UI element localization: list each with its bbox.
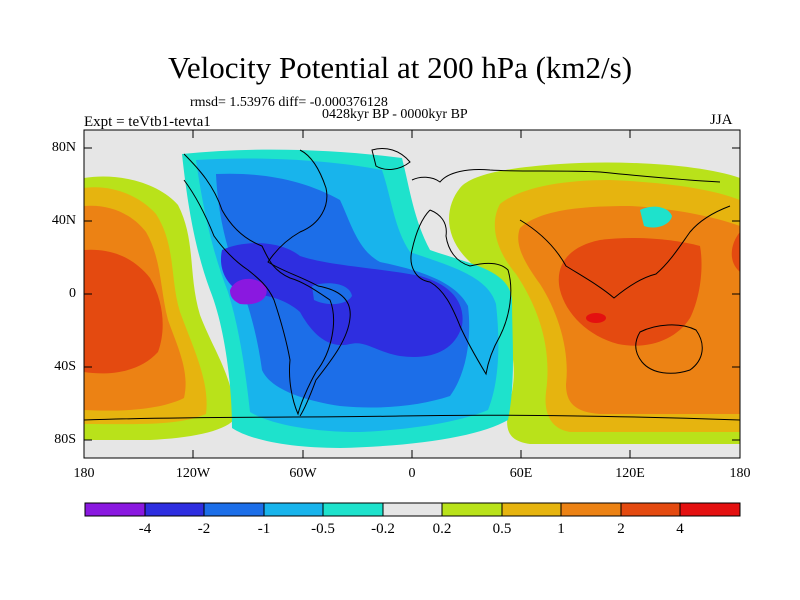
rmsd-diff-stats: rmsd= 1.53976 diff= -0.000376128	[190, 95, 388, 110]
map-ticks	[83, 130, 741, 458]
lat-tick-40n: 40N	[51, 213, 76, 228]
americas-west-coast	[183, 153, 334, 416]
colorbar-label: -0.5	[311, 521, 335, 537]
lon-tick-0: 0	[408, 466, 416, 481]
lon-tick-120e: 120E	[615, 466, 645, 481]
colorbar-label: 0.2	[432, 521, 452, 537]
coastlines	[84, 148, 740, 421]
season-label: JJA	[710, 112, 733, 128]
colorbar-label: -2	[197, 521, 211, 537]
antarctica-coast	[84, 414, 740, 421]
colorbar-box-1	[84, 502, 146, 517]
page-title: Velocity Potential at 200 hPa (km2/s)	[167, 50, 633, 85]
colorbar-box-8	[501, 502, 562, 517]
colorbar-label: 1	[557, 521, 565, 537]
colorbar-box-6	[382, 502, 443, 517]
africa-eurasia-coast	[410, 169, 721, 376]
lon-tick-60w: 60W	[289, 466, 317, 481]
colorbar-box-7	[441, 502, 503, 517]
colorbar-box-10	[620, 502, 681, 517]
colorbar-label: 2	[617, 521, 625, 537]
lat-tick-40s: 40S	[54, 359, 76, 374]
colorbar-box-4	[263, 502, 324, 517]
lat-tick-0: 0	[69, 286, 76, 301]
colorbar-box-5	[322, 502, 384, 517]
colorbar-box-11	[679, 502, 741, 517]
americas-negative-field	[182, 149, 513, 448]
colorbar-label: -0.2	[371, 521, 395, 537]
time-period-label: 0428kyr BP - 0000kyr BP	[322, 107, 468, 122]
lon-tick-60e: 60E	[509, 466, 533, 481]
colorbar-box-3	[203, 502, 265, 517]
colorbar-box-2	[144, 502, 205, 517]
australia-coast	[635, 324, 703, 374]
greenland-coast	[371, 148, 411, 170]
asia-coast	[519, 205, 731, 299]
east-positive-field	[449, 162, 740, 444]
colorbar-label: 4	[676, 521, 684, 537]
lon-tick-120w: 120W	[175, 466, 211, 481]
lon-tick-180e: 180	[729, 466, 751, 481]
lat-tick-80n: 80N	[51, 140, 76, 155]
lon-tick-180w: 180	[73, 466, 95, 481]
colorbar-label: -1	[257, 521, 271, 537]
lat-tick-80s: 80S	[54, 432, 76, 447]
colorbar-label: -4	[138, 521, 152, 537]
map-field	[84, 130, 740, 458]
colorbar-box-9	[560, 502, 622, 517]
colorbar	[84, 502, 741, 517]
americas-east-coast	[267, 149, 351, 417]
west-pacific-positive-field	[84, 176, 235, 440]
experiment-label: Expt = teVtb1-tevta1	[84, 114, 211, 130]
colorbar-label: 0.5	[492, 521, 512, 537]
